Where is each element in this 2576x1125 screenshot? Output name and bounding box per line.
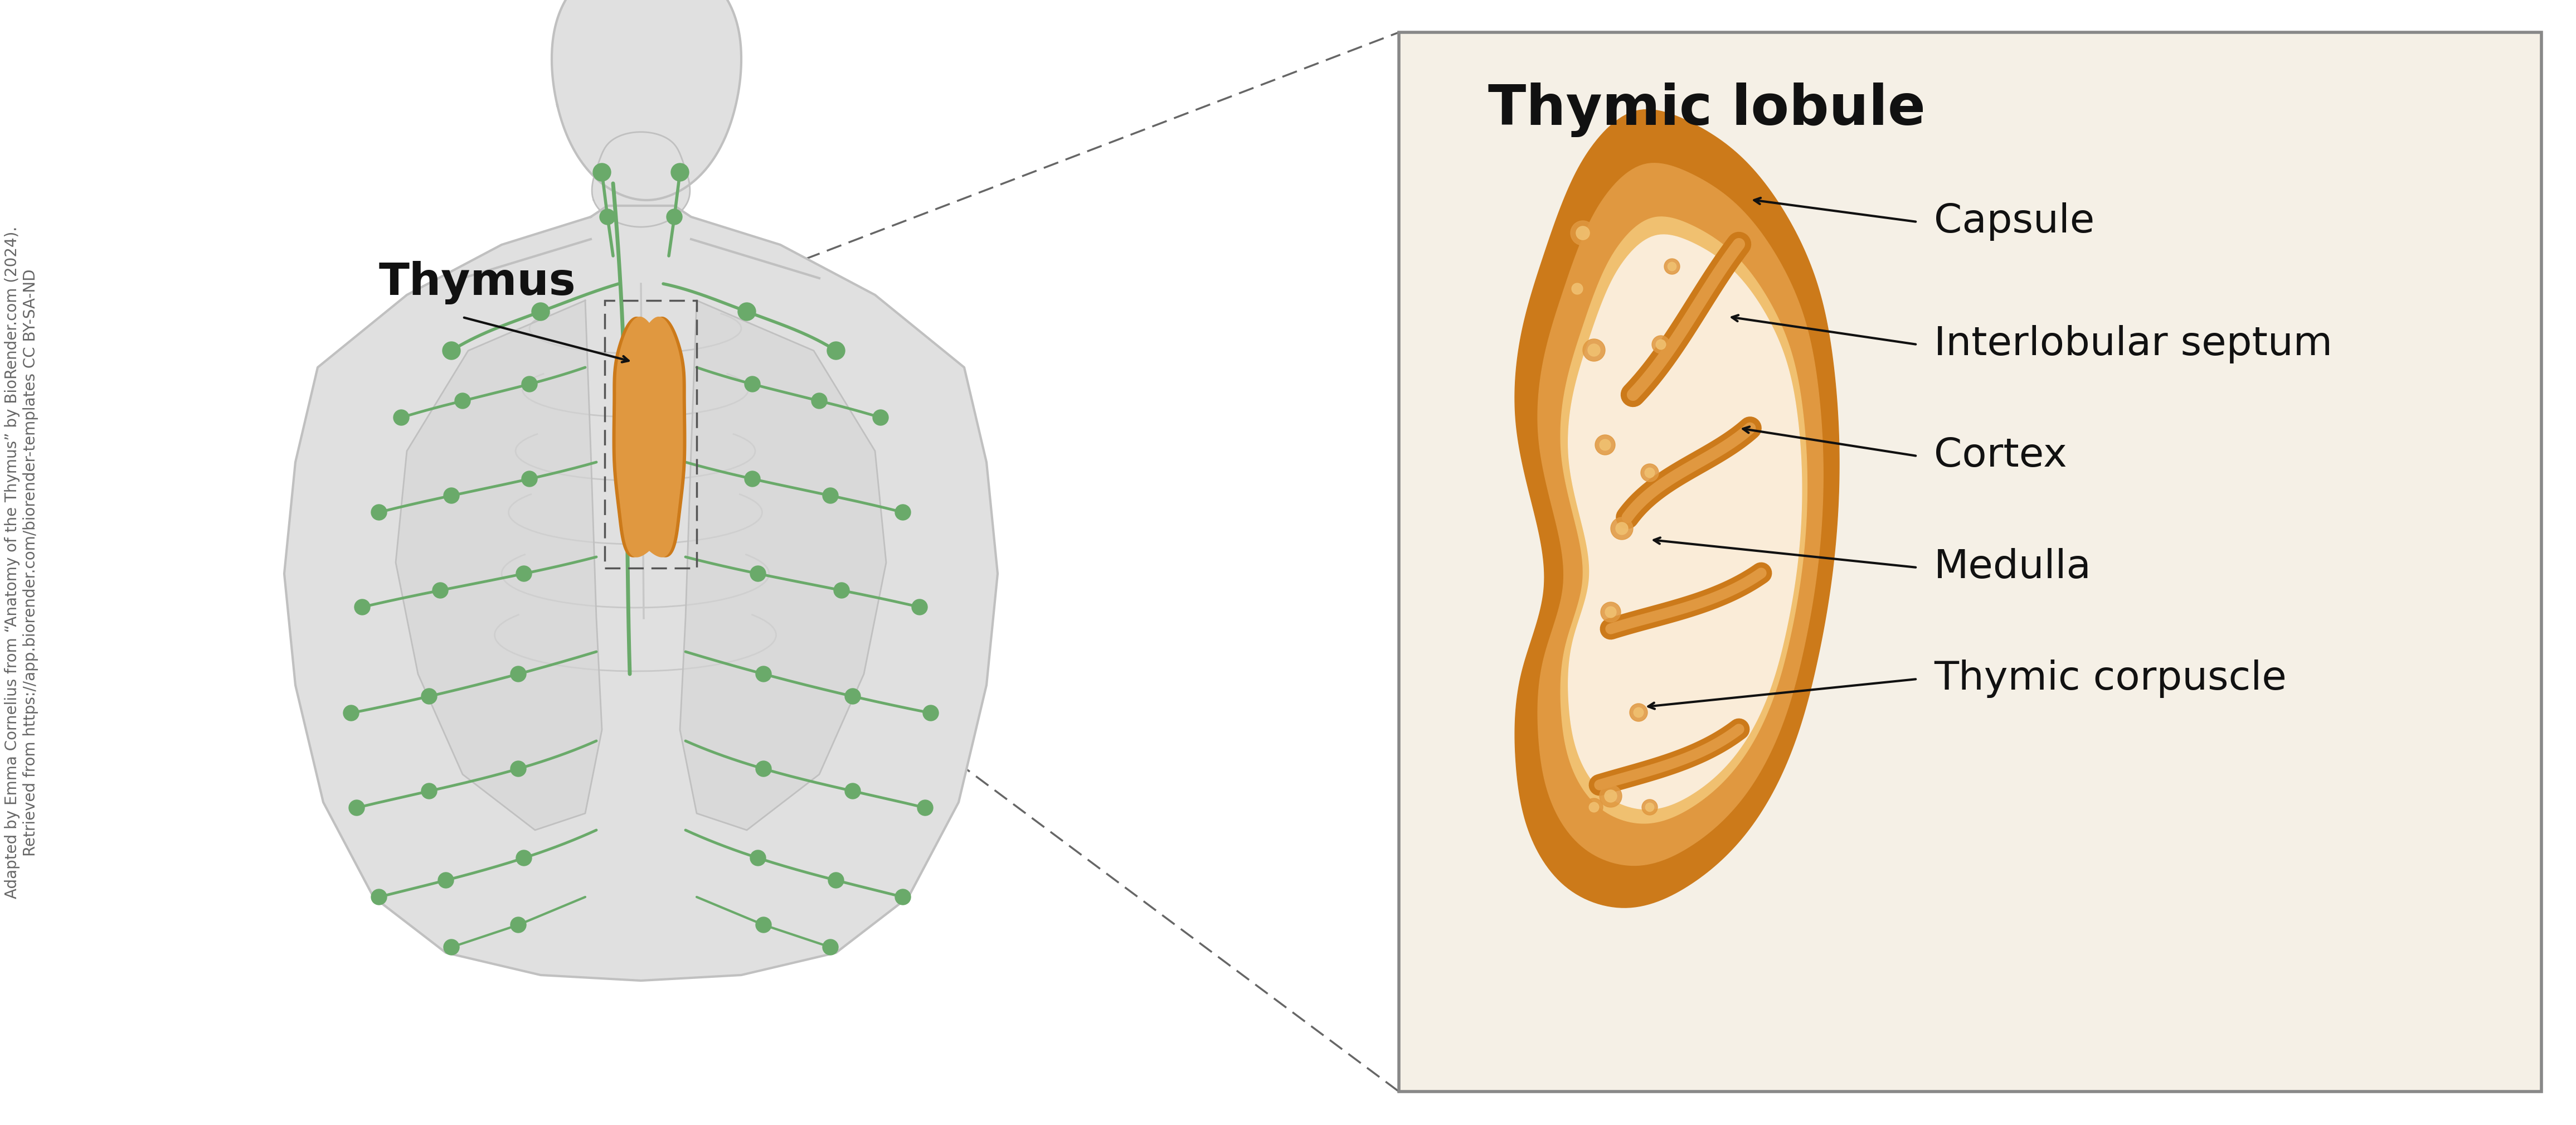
Circle shape [1589, 802, 1600, 812]
Circle shape [433, 583, 448, 598]
Circle shape [1631, 703, 1649, 721]
Circle shape [1605, 606, 1615, 618]
Circle shape [343, 705, 358, 721]
Circle shape [822, 488, 837, 503]
Circle shape [1600, 785, 1623, 808]
Polygon shape [592, 132, 690, 227]
Circle shape [750, 566, 765, 582]
Circle shape [1641, 463, 1659, 481]
Circle shape [845, 783, 860, 799]
Circle shape [355, 600, 371, 615]
Circle shape [845, 688, 860, 704]
Text: Cortex: Cortex [1935, 436, 2066, 475]
Circle shape [600, 209, 616, 225]
Circle shape [1610, 518, 1633, 540]
Circle shape [1664, 259, 1680, 274]
Polygon shape [283, 206, 997, 981]
Circle shape [510, 917, 526, 933]
Circle shape [531, 303, 549, 321]
Circle shape [744, 471, 760, 487]
Circle shape [348, 800, 363, 816]
Circle shape [1577, 226, 1589, 240]
Circle shape [811, 393, 827, 408]
Circle shape [755, 760, 770, 776]
Circle shape [1651, 335, 1669, 353]
Polygon shape [551, 0, 742, 200]
Circle shape [1646, 803, 1654, 811]
Polygon shape [397, 300, 603, 830]
Circle shape [394, 410, 410, 425]
Circle shape [917, 800, 933, 816]
Circle shape [1582, 339, 1605, 361]
Circle shape [443, 488, 459, 503]
Circle shape [1571, 220, 1595, 245]
Circle shape [1584, 799, 1602, 816]
Polygon shape [1569, 235, 1801, 809]
Circle shape [922, 705, 938, 721]
Circle shape [523, 376, 538, 392]
Circle shape [1566, 279, 1587, 299]
Circle shape [1600, 440, 1610, 450]
Circle shape [456, 393, 471, 408]
Circle shape [744, 376, 760, 392]
Circle shape [1595, 435, 1615, 454]
Circle shape [1571, 284, 1582, 295]
Text: Thymic lobule: Thymic lobule [1489, 82, 1924, 137]
Text: Thymus: Thymus [379, 261, 577, 305]
Text: Medulla: Medulla [1935, 548, 2092, 587]
Circle shape [1633, 708, 1643, 718]
Circle shape [835, 583, 850, 598]
Circle shape [438, 873, 453, 888]
FancyBboxPatch shape [1399, 33, 2543, 1091]
Polygon shape [616, 317, 667, 557]
Circle shape [750, 850, 765, 866]
Circle shape [371, 889, 386, 904]
Polygon shape [1561, 217, 1808, 823]
Circle shape [592, 163, 611, 181]
Text: Interlobular septum: Interlobular septum [1935, 325, 2331, 363]
Text: Retrieved from https://app.biorender.com/biorender-templates CC BY-SA-ND: Retrieved from https://app.biorender.com… [23, 269, 39, 856]
Circle shape [422, 783, 438, 799]
Circle shape [1656, 340, 1667, 350]
Bar [605, 300, 696, 568]
Polygon shape [680, 300, 886, 830]
Circle shape [894, 504, 912, 520]
Circle shape [371, 504, 386, 520]
Polygon shape [613, 317, 665, 557]
Polygon shape [631, 317, 683, 557]
Circle shape [755, 666, 770, 682]
Circle shape [827, 342, 845, 360]
Circle shape [515, 850, 531, 866]
Circle shape [755, 917, 770, 933]
Circle shape [422, 688, 438, 704]
Circle shape [667, 209, 683, 225]
Circle shape [1641, 800, 1656, 814]
Circle shape [523, 471, 538, 487]
Circle shape [510, 666, 526, 682]
Polygon shape [1515, 109, 1839, 908]
Polygon shape [636, 317, 685, 557]
Circle shape [737, 303, 755, 321]
Circle shape [1646, 468, 1654, 478]
Text: Adapted by Emma Cornelius from “Anatomy of the Thymus” by BioRender.com (2024).: Adapted by Emma Cornelius from “Anatomy … [5, 226, 21, 899]
Polygon shape [1538, 163, 1824, 865]
Text: Thymic corpuscle: Thymic corpuscle [1935, 659, 2287, 699]
Circle shape [894, 889, 912, 904]
Circle shape [1587, 344, 1600, 357]
Circle shape [1605, 790, 1618, 802]
Circle shape [1600, 602, 1620, 622]
Circle shape [873, 410, 889, 425]
Circle shape [822, 939, 837, 955]
Circle shape [1615, 522, 1628, 534]
Circle shape [912, 600, 927, 615]
Circle shape [443, 939, 459, 955]
Circle shape [443, 342, 461, 360]
Text: Capsule: Capsule [1935, 202, 2094, 241]
Circle shape [515, 566, 531, 582]
Circle shape [670, 163, 688, 181]
Circle shape [829, 873, 845, 888]
Circle shape [510, 760, 526, 776]
Circle shape [1667, 262, 1677, 271]
